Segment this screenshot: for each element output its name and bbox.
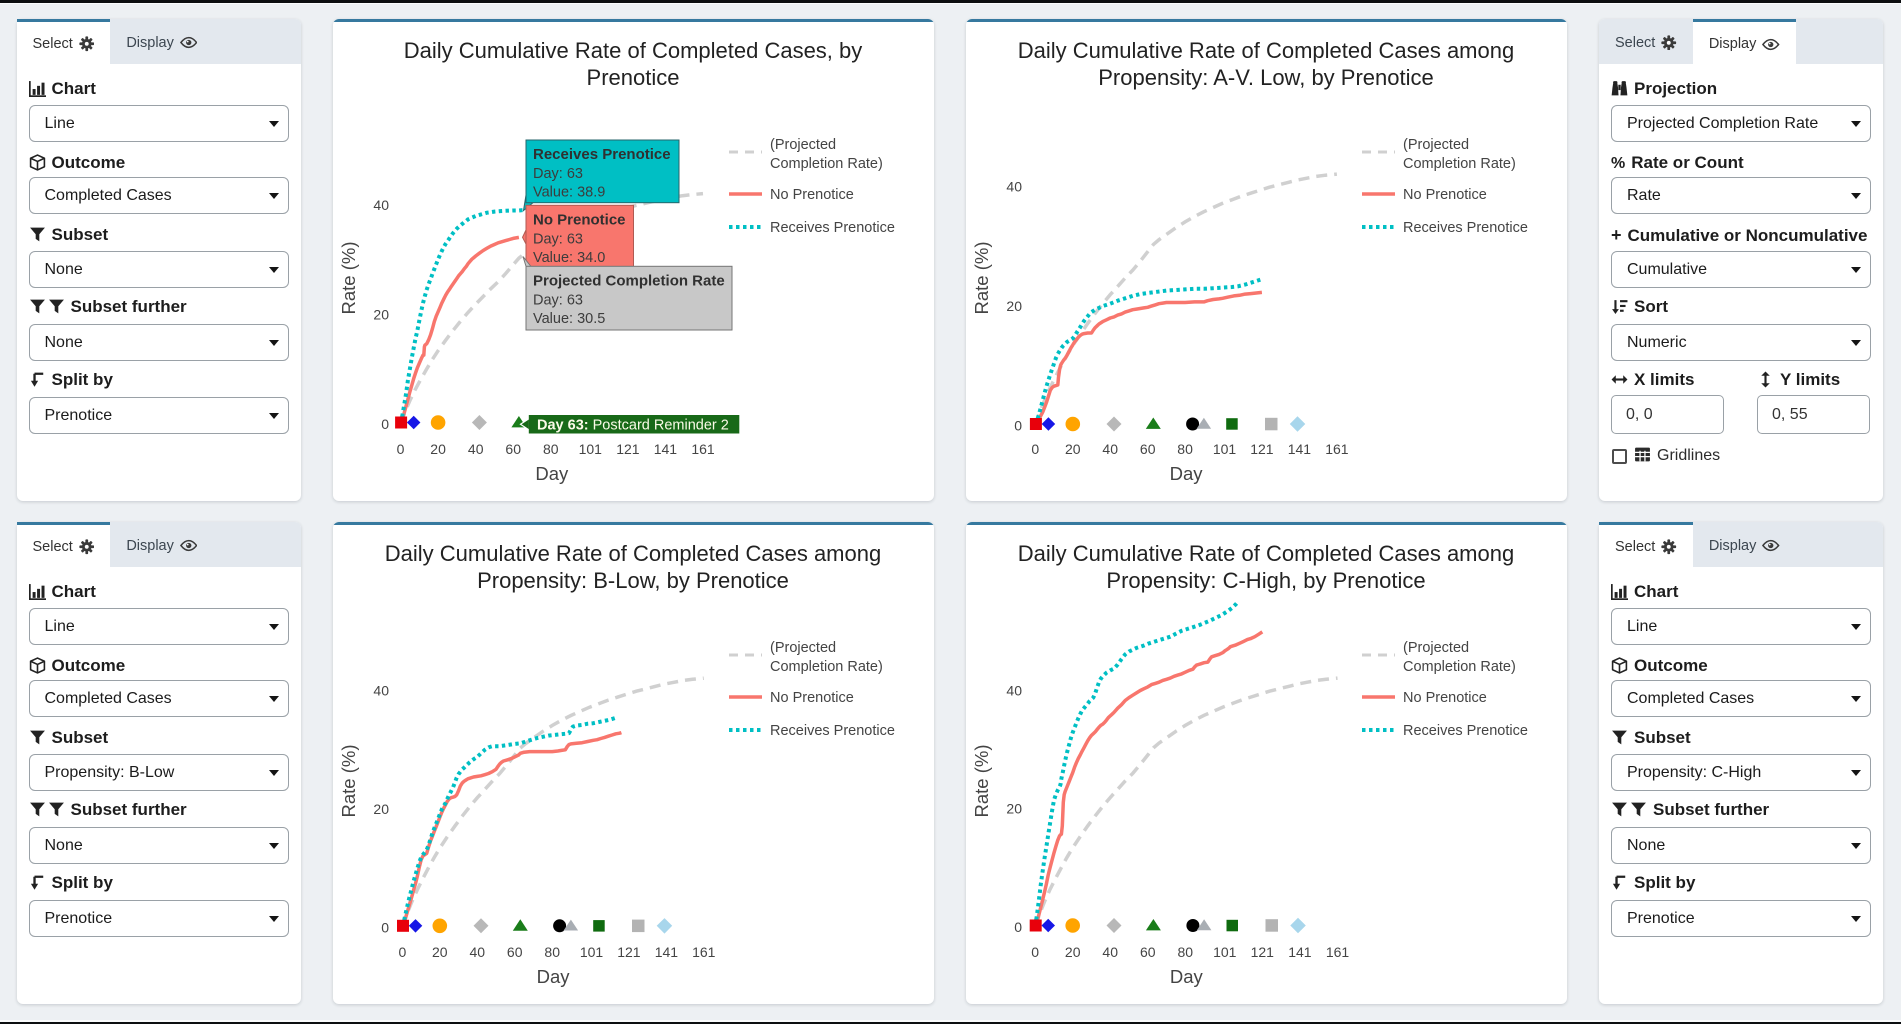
svg-text:161: 161 — [691, 441, 715, 457]
svg-text:Receives Prenotice: Receives Prenotice — [533, 146, 671, 163]
svg-text:Day: Day — [535, 463, 569, 484]
svg-text:20: 20 — [1065, 944, 1081, 960]
svg-text:Rate (%): Rate (%) — [971, 745, 992, 818]
svg-text:141: 141 — [654, 944, 678, 960]
svg-text:No Prenotice: No Prenotice — [1403, 690, 1487, 706]
svg-text:Day: Day — [1170, 463, 1204, 484]
svg-text:60: 60 — [505, 441, 521, 457]
svg-text:Day: 63: Day: 63 — [533, 231, 583, 247]
svg-text:Projected Completion Rate: Projected Completion Rate — [533, 272, 725, 289]
svg-text:101: 101 — [1213, 944, 1237, 960]
svg-text:141: 141 — [653, 441, 677, 457]
svg-text:Completion Rate): Completion Rate) — [770, 156, 883, 172]
svg-text:101: 101 — [579, 944, 603, 960]
svg-text:No Prenotice: No Prenotice — [1403, 187, 1487, 203]
svg-text:Daily Cumulative Rate of Compl: Daily Cumulative Rate of Completed Cases… — [384, 541, 880, 566]
svg-text:Rate (%): Rate (%) — [338, 745, 359, 818]
svg-text:80: 80 — [1178, 944, 1194, 960]
svg-text:0: 0 — [1014, 418, 1022, 434]
svg-text:Completion Rate): Completion Rate) — [770, 659, 883, 675]
svg-text:40: 40 — [373, 683, 389, 699]
svg-text:Day: 63: Day: 63 — [533, 166, 583, 182]
svg-text:20: 20 — [432, 944, 448, 960]
svg-text:Receives Prenotice: Receives Prenotice — [1403, 220, 1528, 236]
svg-text:20: 20 — [1065, 441, 1081, 457]
svg-text:40: 40 — [469, 944, 485, 960]
svg-text:40: 40 — [1006, 682, 1022, 698]
svg-text:(Projected: (Projected — [770, 137, 836, 153]
svg-text:0: 0 — [1031, 944, 1039, 960]
svg-text:Receives Prenotice: Receives Prenotice — [1403, 723, 1528, 739]
svg-text:40: 40 — [1102, 441, 1118, 457]
svg-text:80: 80 — [543, 441, 559, 457]
svg-text:Value: 38.9: Value: 38.9 — [533, 185, 605, 201]
svg-text:40: 40 — [1102, 944, 1118, 960]
svg-text:Daily Cumulative Rate of Compl: Daily Cumulative Rate of Completed Cases… — [403, 38, 862, 63]
svg-text:Propensity: C-High, by Prenoti: Propensity: C-High, by Prenotice — [1106, 568, 1425, 593]
svg-text:60: 60 — [1140, 944, 1156, 960]
svg-text:No Prenotice: No Prenotice — [770, 690, 854, 706]
svg-text:Day: Day — [536, 966, 570, 987]
svg-text:80: 80 — [1177, 441, 1193, 457]
svg-text:60: 60 — [506, 944, 522, 960]
svg-text:0: 0 — [1031, 441, 1039, 457]
svg-text:161: 161 — [1325, 441, 1349, 457]
svg-text:20: 20 — [1006, 298, 1022, 314]
svg-text:101: 101 — [1213, 441, 1237, 457]
svg-text:161: 161 — [1326, 944, 1350, 960]
svg-text:Day: 63: Day: 63 — [533, 292, 583, 308]
svg-text:Value: 30.5: Value: 30.5 — [533, 311, 605, 327]
svg-text:161: 161 — [692, 944, 716, 960]
svg-text:20: 20 — [430, 441, 446, 457]
svg-text:20: 20 — [373, 801, 389, 817]
svg-text:Value: 34.0: Value: 34.0 — [533, 250, 605, 266]
svg-text:121: 121 — [1251, 944, 1275, 960]
svg-text:0: 0 — [398, 944, 406, 960]
svg-text:No Prenotice: No Prenotice — [533, 211, 626, 228]
svg-text:Receives Prenotice: Receives Prenotice — [770, 723, 895, 739]
svg-text:No Prenotice: No Prenotice — [770, 187, 854, 203]
svg-text:121: 121 — [1250, 441, 1274, 457]
svg-text:60: 60 — [1140, 441, 1156, 457]
svg-text:0: 0 — [381, 416, 389, 432]
svg-text:Daily Cumulative Rate of Compl: Daily Cumulative Rate of Completed Cases… — [1018, 38, 1514, 63]
svg-text:101: 101 — [578, 441, 602, 457]
svg-text:Prenotice: Prenotice — [586, 65, 679, 90]
svg-text:Day 63: Postcard Reminder 2: Day 63: Postcard Reminder 2 — [537, 418, 729, 434]
svg-text:Day: Day — [1170, 966, 1204, 987]
svg-text:40: 40 — [373, 197, 389, 213]
svg-text:(Projected: (Projected — [1403, 137, 1469, 153]
svg-text:20: 20 — [1006, 801, 1022, 817]
svg-text:Receives Prenotice: Receives Prenotice — [770, 220, 895, 236]
svg-text:141: 141 — [1288, 441, 1312, 457]
svg-text:40: 40 — [467, 441, 483, 457]
svg-text:Rate (%): Rate (%) — [338, 242, 359, 315]
svg-text:121: 121 — [616, 441, 640, 457]
svg-text:(Projected: (Projected — [770, 640, 836, 656]
svg-text:40: 40 — [1006, 179, 1022, 195]
svg-text:Completion Rate): Completion Rate) — [1403, 156, 1516, 172]
svg-text:121: 121 — [617, 944, 641, 960]
svg-text:141: 141 — [1288, 944, 1312, 960]
svg-text:Completion Rate): Completion Rate) — [1403, 659, 1516, 675]
svg-text:80: 80 — [544, 944, 560, 960]
svg-text:Daily Cumulative Rate of Compl: Daily Cumulative Rate of Completed Cases… — [1018, 541, 1514, 566]
svg-text:Propensity: A-V. Low, by Preno: Propensity: A-V. Low, by Prenotice — [1098, 65, 1434, 90]
svg-text:0: 0 — [396, 441, 404, 457]
svg-text:20: 20 — [373, 307, 389, 323]
svg-text:0: 0 — [1014, 919, 1022, 935]
svg-text:Rate (%): Rate (%) — [971, 242, 992, 315]
svg-text:0: 0 — [381, 919, 389, 935]
svg-text:(Projected: (Projected — [1403, 640, 1469, 656]
svg-text:Propensity: B-Low, by Prenotic: Propensity: B-Low, by Prenotice — [477, 568, 789, 593]
